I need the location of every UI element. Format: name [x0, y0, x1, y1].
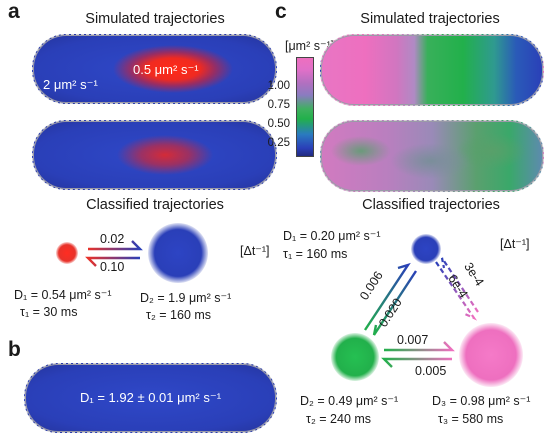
panel-c-state3-circle [459, 323, 523, 387]
panel-a-classified-capsule [32, 120, 277, 190]
panel-c-sim-title: Simulated trajectories [360, 11, 500, 27]
panel-c-colorbar-unit: [μm² s⁻¹] [285, 39, 335, 53]
panel-c-rate-3to2: 0.005 [415, 364, 447, 378]
panel-c-classified-capsule [320, 120, 544, 192]
panel-c-colorbar [296, 57, 314, 157]
colorbar-tick: 0.50 [267, 118, 290, 130]
panel-a-simulated-capsule: 0.5 μm² s⁻¹ 2 μm² s⁻¹ [32, 34, 277, 104]
panel-b-label: D₁ = 1.92 ± 0.01 μm² s⁻¹ [79, 390, 222, 405]
panel-c-state1-tau: τ₁ = 160 ms [283, 247, 348, 261]
panel-c-class-title: Classified trajectories [362, 197, 500, 213]
panel-c-arrow-2to3 [384, 341, 455, 352]
panel-c-state3-tau: τ₃ = 580 ms [438, 412, 504, 426]
panel-a-rate-unit: [Δt⁻¹] [240, 244, 270, 258]
panel-c-simulated-capsule [320, 34, 544, 106]
panel-a-state2-tau: τ₂ = 160 ms [146, 308, 212, 322]
panel-a-arrow-forward [88, 240, 143, 251]
panel-c-state2-d: D₂ = 0.49 μm² s⁻¹ [300, 394, 399, 408]
panel-a-state2-d: D₂ = 1.9 μm² s⁻¹ [140, 291, 232, 305]
panel-a-arrow-backward [85, 256, 140, 267]
panel-a-class-title: Classified trajectories [86, 197, 224, 213]
panel-label-a: a [8, 0, 20, 23]
panel-a-rate-backward: 0.10 [100, 260, 125, 274]
panel-a-state1-circle [56, 242, 78, 264]
panel-c-state2-tau: τ₂ = 240 ms [306, 412, 372, 426]
panel-c-state2-circle [331, 333, 379, 381]
colorbar-tick: 1.00 [267, 80, 290, 92]
panel-label-b: b [8, 338, 21, 361]
panel-c-arrow-3to1 [440, 257, 479, 313]
panel-a-inner-label: 0.5 μm² s⁻¹ [133, 62, 199, 77]
colorbar-tick: 0.25 [267, 137, 290, 149]
panel-c-rate-2to3: 0.007 [397, 333, 429, 347]
panel-a-state1-tau: τ₁ = 30 ms [20, 305, 78, 319]
panel-c-arrow-1to2 [372, 270, 418, 336]
panel-c-rate-unit: [Δt⁻¹] [500, 237, 530, 251]
panel-label-c: c [275, 0, 287, 23]
panel-a-state2-circle [148, 223, 208, 283]
colorbar-tick: 0.75 [267, 99, 290, 111]
panel-c-arrow-3to2 [381, 357, 452, 368]
panel-c-state3-d: D₃ = 0.98 μm² s⁻¹ [432, 394, 531, 408]
panel-c-state1-d: D₁ = 0.20 μm² s⁻¹ [283, 229, 381, 243]
panel-c-arrow-2to1 [363, 262, 411, 331]
panel-c-state1-circle [411, 234, 441, 264]
panel-a-outer-label: 2 μm² s⁻¹ [43, 77, 98, 92]
panel-b-capsule: D₁ = 1.92 ± 0.01 μm² s⁻¹ [24, 363, 277, 433]
panel-c-arrow-1to3 [435, 261, 478, 321]
panel-a-state1-d: D₁ = 0.54 μm² s⁻¹ [14, 288, 112, 302]
panel-a-rate-forward: 0.02 [100, 232, 125, 246]
panel-a-sim-title: Simulated trajectories [85, 11, 225, 27]
